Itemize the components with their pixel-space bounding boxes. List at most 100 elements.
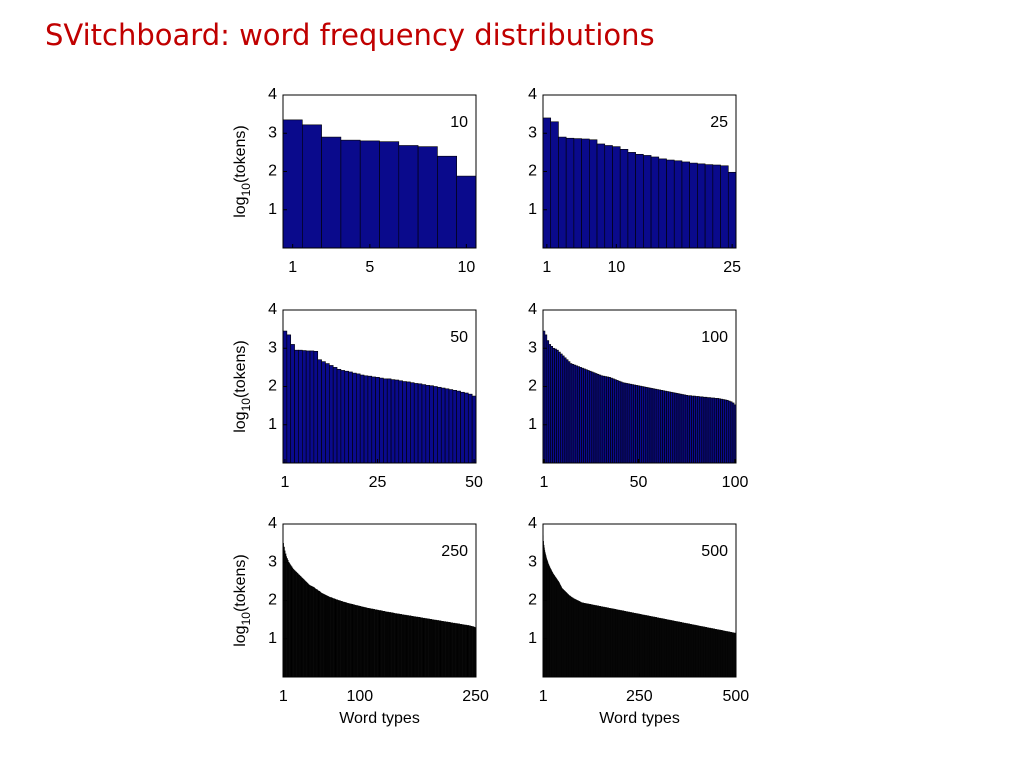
bar xyxy=(340,370,346,464)
y-label-rest: (tokens) xyxy=(232,554,249,612)
y-tick-label: 4 xyxy=(268,86,277,103)
panel-label: 500 xyxy=(701,543,728,560)
y-tick-label: 1 xyxy=(268,201,277,218)
bar xyxy=(727,171,737,249)
y-label-base: log xyxy=(232,411,249,432)
bar xyxy=(456,175,477,249)
y-tick-label: 3 xyxy=(528,553,537,570)
bar xyxy=(294,349,299,464)
bar xyxy=(282,119,303,249)
bar xyxy=(336,368,342,464)
bar xyxy=(398,380,403,464)
bar xyxy=(627,152,636,249)
bar xyxy=(421,384,427,464)
x-tick-label: 500 xyxy=(722,688,749,705)
y-label-rest: (tokens) xyxy=(232,340,249,398)
bar xyxy=(681,161,690,249)
bar xyxy=(673,160,683,249)
y-tick-label: 2 xyxy=(268,592,277,609)
y-tick-label: 2 xyxy=(528,163,537,180)
bar xyxy=(329,365,334,464)
bar xyxy=(309,350,315,464)
bar xyxy=(352,372,357,464)
bar xyxy=(348,371,353,464)
bar xyxy=(581,138,590,249)
y-tick-label: 4 xyxy=(528,301,537,318)
x-tick-label: 1 xyxy=(288,259,297,276)
bar xyxy=(440,387,446,464)
bar xyxy=(332,367,338,464)
y-label-base: log xyxy=(232,625,249,646)
x-tick-label: 1 xyxy=(280,474,289,491)
bar xyxy=(398,145,419,249)
x-tick-label: 250 xyxy=(462,688,489,705)
y-tick-label: 4 xyxy=(528,515,537,532)
x-tick-label: 1 xyxy=(540,474,549,491)
bar xyxy=(460,391,465,464)
bar xyxy=(589,139,598,249)
bar xyxy=(720,165,729,249)
bar xyxy=(429,385,434,464)
y-tick-label: 4 xyxy=(528,86,537,103)
y-tick-label: 3 xyxy=(528,124,537,141)
bar xyxy=(344,370,349,464)
y-axis-label: log10(tokens) xyxy=(232,125,253,218)
bar xyxy=(573,138,582,249)
bar xyxy=(317,359,322,464)
panel-label: 25 xyxy=(710,114,728,131)
bar xyxy=(448,389,454,464)
x-axis-label: Word types xyxy=(599,710,680,727)
y-label-rest: (tokens) xyxy=(232,125,249,183)
bar xyxy=(290,344,295,464)
bar xyxy=(697,163,706,249)
bar xyxy=(650,156,660,249)
panel-label: 10 xyxy=(450,114,468,131)
bar xyxy=(635,153,644,249)
bar xyxy=(371,376,376,464)
y-tick-label: 3 xyxy=(268,339,277,356)
bar xyxy=(425,385,430,464)
bar xyxy=(437,386,442,464)
x-tick-label: 100 xyxy=(346,688,373,705)
x-tick-label: 10 xyxy=(457,259,475,276)
bar xyxy=(383,378,388,464)
y-axis-label: log10(tokens) xyxy=(232,340,253,433)
y-tick-label: 1 xyxy=(528,630,537,647)
bar xyxy=(558,136,567,249)
bar xyxy=(406,381,411,464)
bar xyxy=(286,334,292,464)
y-tick-label: 2 xyxy=(268,163,277,180)
x-tick-label: 50 xyxy=(630,474,648,491)
bar xyxy=(402,381,407,464)
bar xyxy=(367,375,373,464)
bar xyxy=(390,379,396,464)
y-tick-label: 1 xyxy=(268,416,277,433)
bar xyxy=(375,377,380,464)
panel-label: 50 xyxy=(450,329,468,346)
bar xyxy=(321,361,326,464)
bar xyxy=(444,388,450,464)
y-tick-label: 1 xyxy=(268,630,277,647)
bar xyxy=(565,137,575,249)
bar xyxy=(394,379,400,464)
bar xyxy=(305,350,311,464)
bar xyxy=(359,374,365,464)
bar xyxy=(301,124,322,249)
y-tick-label: 3 xyxy=(268,124,277,141)
x-axis-label: Word types xyxy=(339,710,420,727)
y-axis-label: log10(tokens) xyxy=(232,554,253,647)
slide-title: SVitchboard: word frequency distribution… xyxy=(45,18,655,52)
bar xyxy=(712,164,721,249)
y-tick-label: 1 xyxy=(528,201,537,218)
bar xyxy=(340,139,361,249)
x-tick-label: 1 xyxy=(279,688,288,705)
bar xyxy=(433,386,438,464)
bar xyxy=(689,162,698,249)
bar xyxy=(363,375,369,464)
y-label-sub: 10 xyxy=(239,612,253,626)
bar xyxy=(379,141,400,249)
y-tick-label: 4 xyxy=(268,301,277,318)
x-tick-label: 10 xyxy=(607,259,625,276)
bar xyxy=(658,158,667,249)
bar xyxy=(471,395,477,464)
